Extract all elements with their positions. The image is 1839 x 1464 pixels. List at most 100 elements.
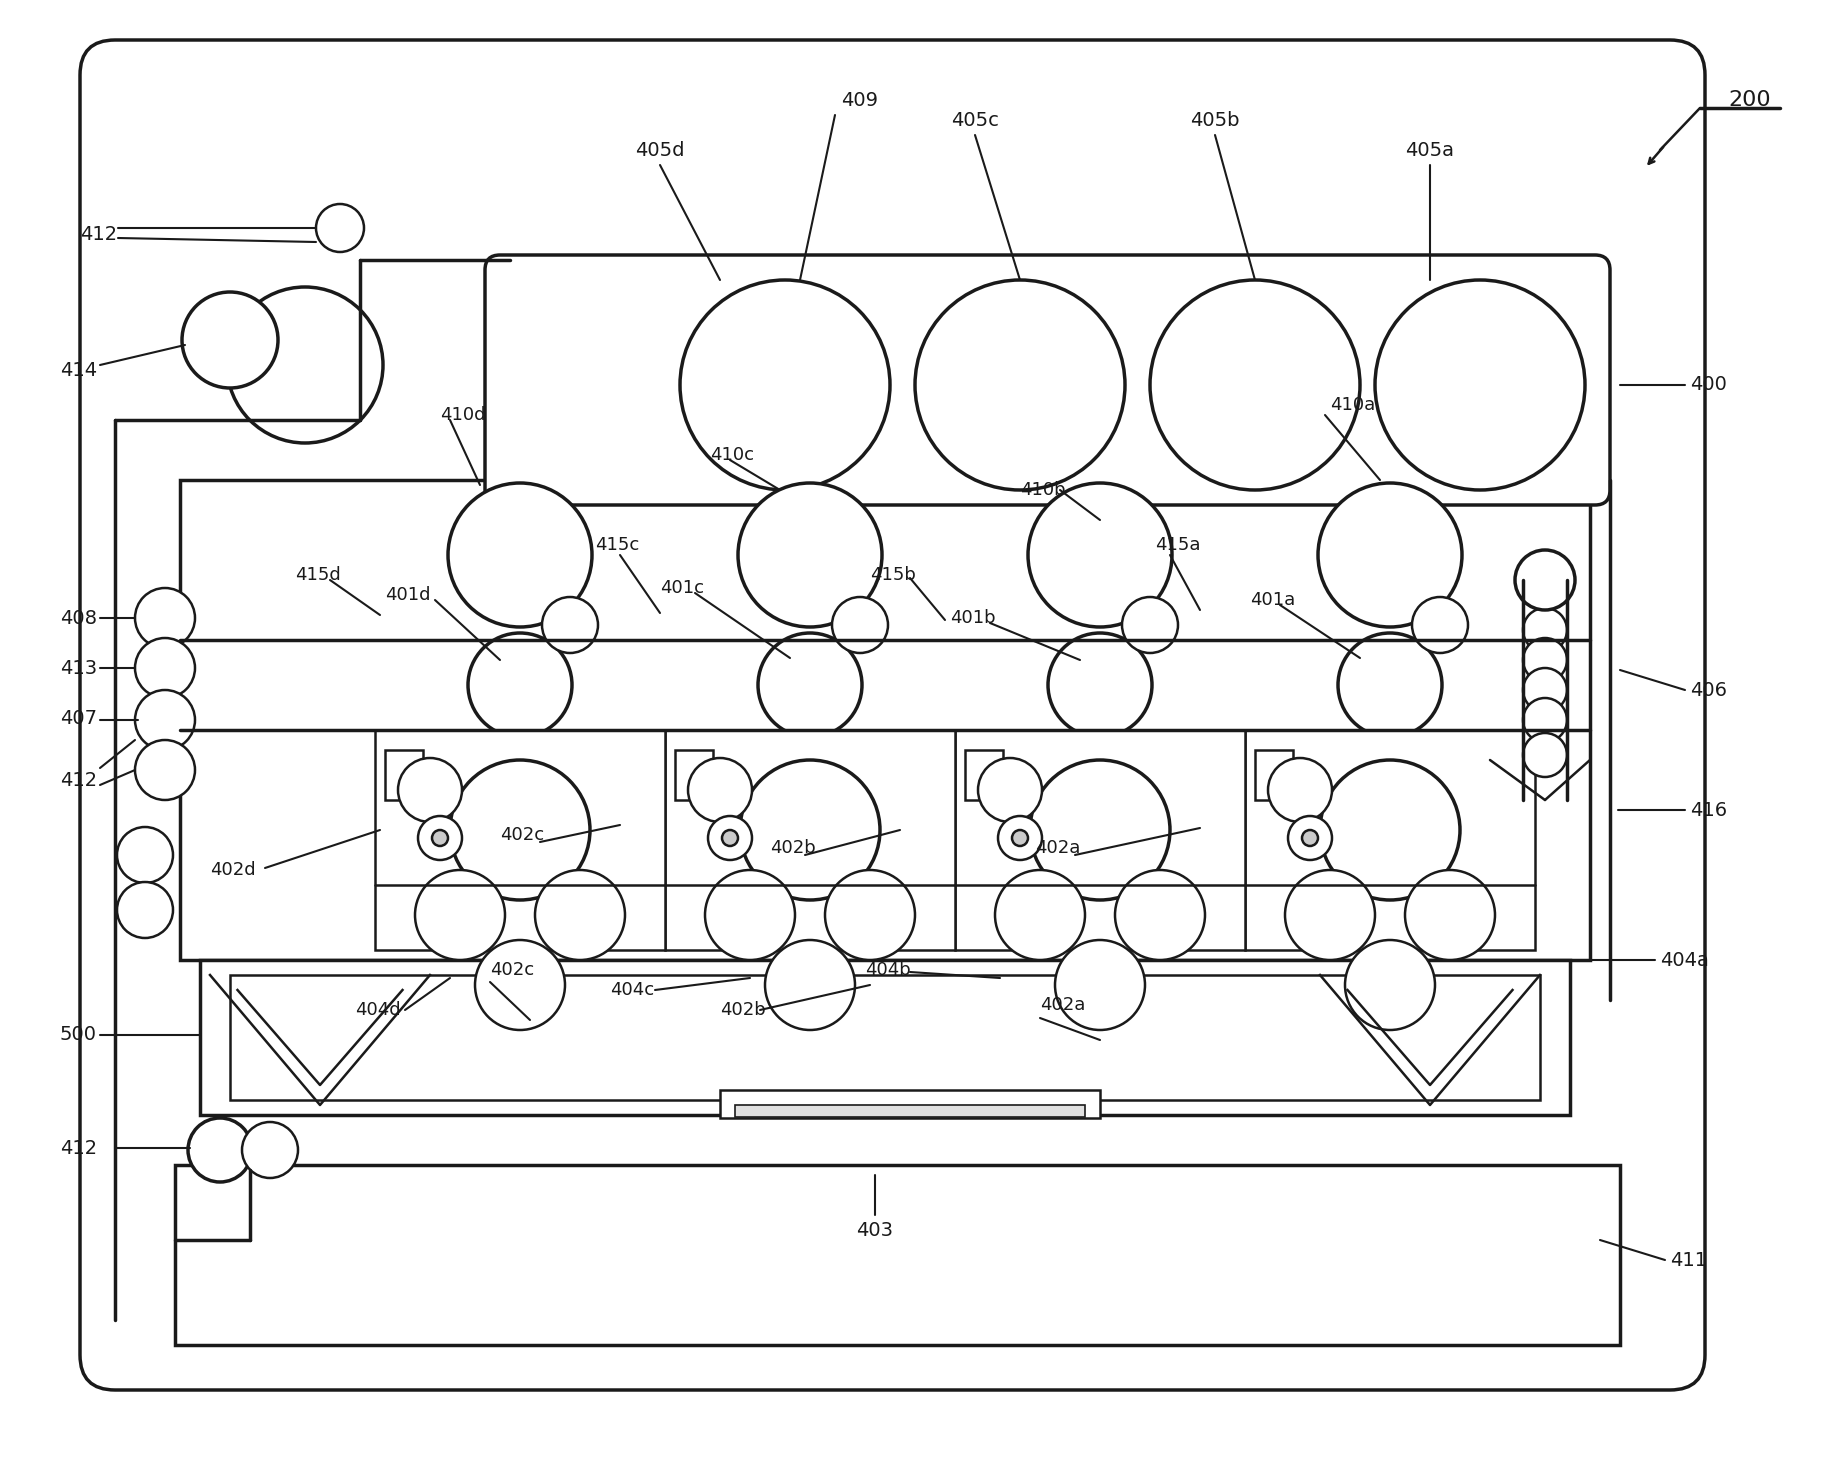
Circle shape (1523, 638, 1567, 682)
Text: 405d: 405d (634, 141, 684, 160)
Circle shape (316, 203, 364, 252)
Circle shape (1149, 280, 1359, 490)
Circle shape (758, 632, 861, 736)
Bar (1254, 750, 1293, 799)
Bar (664, 731, 954, 950)
Circle shape (1344, 940, 1434, 1031)
Bar (230, 975, 1539, 1099)
Bar (1245, 731, 1534, 950)
Bar (375, 731, 664, 950)
Text: 500: 500 (61, 1025, 97, 1044)
Text: 409: 409 (840, 91, 877, 110)
Circle shape (995, 870, 1085, 960)
Circle shape (1319, 760, 1458, 900)
Circle shape (134, 589, 195, 649)
Circle shape (914, 280, 1124, 490)
Text: 402d: 402d (210, 861, 256, 878)
Text: 414: 414 (61, 360, 97, 379)
Text: 403: 403 (855, 1221, 894, 1240)
Text: 415d: 415d (294, 567, 340, 584)
Circle shape (474, 940, 565, 1031)
Text: 405b: 405b (1190, 110, 1239, 129)
Circle shape (118, 881, 173, 938)
Circle shape (432, 830, 447, 846)
Circle shape (182, 291, 278, 388)
Text: 401a: 401a (1249, 591, 1295, 609)
Circle shape (1523, 733, 1567, 777)
Text: 402a: 402a (1039, 996, 1085, 1015)
Circle shape (416, 870, 504, 960)
Text: 200: 200 (1729, 89, 1771, 110)
Text: 410c: 410c (710, 447, 754, 464)
Circle shape (226, 287, 383, 444)
Circle shape (739, 760, 879, 900)
Bar (954, 731, 1245, 950)
Text: 402c: 402c (500, 826, 544, 845)
Circle shape (1048, 632, 1151, 736)
Text: 404d: 404d (355, 1001, 401, 1019)
Circle shape (417, 815, 462, 859)
Circle shape (1302, 830, 1317, 846)
Text: 412: 412 (79, 225, 118, 244)
Circle shape (831, 597, 888, 653)
Text: 401b: 401b (949, 609, 995, 627)
Circle shape (978, 758, 1041, 821)
Circle shape (1405, 870, 1493, 960)
Text: 412: 412 (61, 770, 97, 789)
Circle shape (704, 870, 794, 960)
Text: 407: 407 (61, 709, 97, 728)
Circle shape (1411, 597, 1468, 653)
Circle shape (1523, 698, 1567, 742)
Text: 402b: 402b (769, 839, 815, 856)
Text: 411: 411 (1670, 1250, 1707, 1269)
Text: 410d: 410d (440, 406, 485, 425)
Bar (384, 750, 423, 799)
Circle shape (451, 760, 590, 900)
Text: 400: 400 (1688, 375, 1727, 394)
Circle shape (447, 483, 592, 627)
Circle shape (1054, 940, 1144, 1031)
Circle shape (243, 1121, 298, 1179)
Circle shape (134, 690, 195, 750)
Circle shape (1267, 758, 1331, 821)
Circle shape (397, 758, 462, 821)
Text: 410b: 410b (1019, 482, 1065, 499)
Circle shape (134, 739, 195, 799)
Text: 410a: 410a (1330, 395, 1374, 414)
Circle shape (1523, 668, 1567, 712)
Circle shape (737, 483, 881, 627)
Text: 413: 413 (61, 659, 97, 678)
Bar (180, 480, 1589, 960)
FancyBboxPatch shape (485, 255, 1609, 505)
Circle shape (1028, 483, 1171, 627)
Circle shape (134, 638, 195, 698)
Circle shape (1287, 815, 1331, 859)
Text: 401d: 401d (384, 586, 430, 605)
Text: 412: 412 (61, 1139, 97, 1158)
Circle shape (721, 830, 737, 846)
Circle shape (1374, 280, 1583, 490)
Text: 408: 408 (61, 609, 97, 628)
Bar (200, 960, 1569, 1116)
Circle shape (188, 1118, 252, 1181)
Circle shape (765, 940, 855, 1031)
Circle shape (1114, 870, 1205, 960)
Circle shape (1030, 760, 1170, 900)
Circle shape (824, 870, 914, 960)
Text: 402c: 402c (489, 960, 533, 979)
Bar (675, 750, 714, 799)
Circle shape (680, 280, 890, 490)
Circle shape (543, 597, 598, 653)
Text: 405a: 405a (1405, 141, 1453, 160)
Text: 415a: 415a (1155, 536, 1199, 553)
FancyBboxPatch shape (79, 40, 1705, 1389)
Bar (719, 1091, 1100, 1118)
Text: 404b: 404b (864, 960, 910, 979)
Circle shape (1513, 550, 1574, 610)
Text: 404c: 404c (611, 981, 655, 998)
Circle shape (1523, 608, 1567, 651)
Circle shape (1011, 830, 1028, 846)
Bar (964, 750, 1002, 799)
Circle shape (467, 632, 572, 736)
Text: 404a: 404a (1659, 950, 1708, 969)
